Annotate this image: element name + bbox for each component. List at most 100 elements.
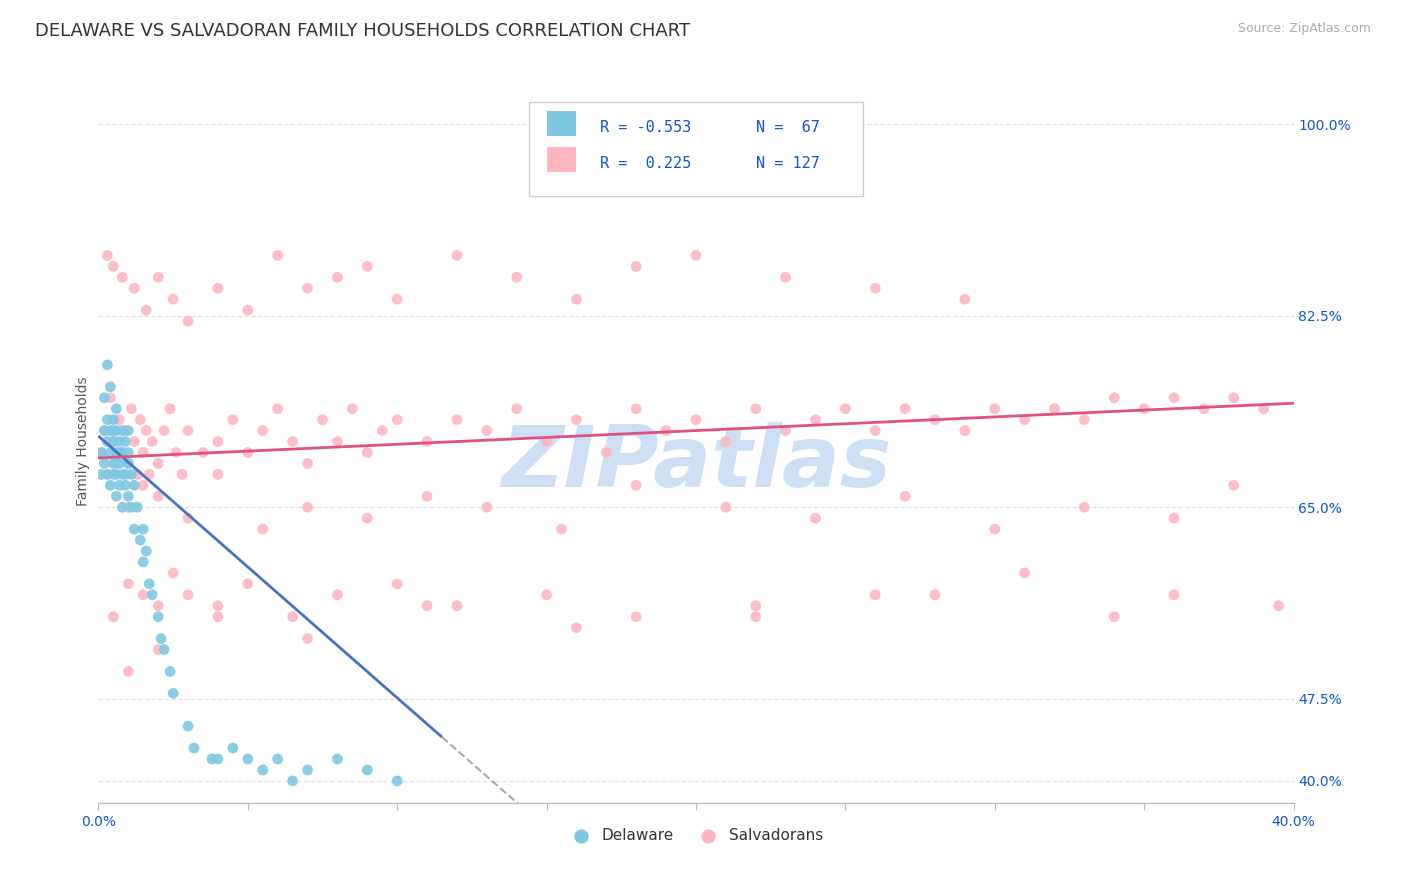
Point (536, 588, 558, 602)
Point (207, 609, 229, 624)
Point (138, 467, 160, 482)
Point (207, 467, 229, 482)
Point (446, 248, 468, 262)
Point (371, 424, 394, 438)
Point (297, 457, 319, 471)
Point (1014, 566, 1036, 580)
Point (506, 270, 529, 285)
Point (565, 292, 588, 306)
Point (132, 478, 155, 492)
Point (96, 412, 118, 426)
Point (326, 588, 349, 602)
Point (103, 434, 125, 449)
Point (865, 281, 887, 295)
Point (148, 642, 170, 657)
Point (153, 642, 176, 657)
Point (162, 566, 184, 580)
Point (177, 511, 200, 525)
Point (745, 609, 768, 624)
Point (120, 500, 142, 515)
Point (385, 577, 409, 591)
Point (177, 424, 200, 438)
Point (281, 609, 304, 624)
Point (98, 424, 122, 438)
Point (108, 445, 131, 459)
Text: N =  67: N = 67 (756, 120, 820, 135)
Point (117, 457, 139, 471)
Point (96, 248, 118, 262)
Point (1104, 391, 1126, 405)
Point (159, 665, 181, 679)
Point (177, 314, 200, 328)
Point (953, 424, 976, 438)
Point (93, 424, 115, 438)
Point (141, 434, 163, 449)
Point (108, 457, 131, 471)
Point (236, 752, 259, 766)
Point (98, 478, 122, 492)
Point (745, 599, 768, 613)
Point (148, 457, 170, 471)
Point (207, 752, 229, 766)
Point (114, 424, 136, 438)
Point (385, 412, 409, 426)
Point (626, 609, 648, 624)
Point (416, 489, 439, 503)
Point (894, 401, 917, 416)
Point (111, 424, 134, 438)
Text: Source: ZipAtlas.com: Source: ZipAtlas.com (1237, 22, 1371, 36)
Point (626, 478, 648, 492)
Point (984, 522, 1007, 536)
Point (565, 412, 588, 426)
Point (894, 489, 917, 503)
Text: R = -0.553: R = -0.553 (600, 120, 692, 135)
Point (924, 412, 946, 426)
Point (1014, 412, 1036, 426)
Point (103, 467, 125, 482)
Point (1104, 609, 1126, 624)
Point (356, 511, 378, 525)
Point (191, 445, 214, 459)
Point (111, 445, 134, 459)
Point (1043, 401, 1066, 416)
Point (117, 577, 139, 591)
Point (267, 401, 290, 416)
Point (536, 434, 558, 449)
Point (117, 424, 139, 438)
Point (356, 763, 378, 777)
Point (98, 380, 122, 394)
Point (252, 763, 274, 777)
Point (117, 445, 139, 459)
Point (446, 412, 468, 426)
Point (124, 434, 146, 449)
Point (111, 270, 134, 285)
Point (1163, 588, 1185, 602)
Point (385, 773, 409, 788)
Point (236, 445, 259, 459)
Point (1133, 401, 1156, 416)
Point (775, 270, 797, 285)
Point (111, 445, 134, 459)
Point (865, 588, 887, 602)
Point (236, 303, 259, 318)
Point (111, 467, 134, 482)
Point (550, 522, 572, 536)
Point (124, 522, 146, 536)
Point (108, 434, 131, 449)
Point (834, 401, 856, 416)
Point (281, 773, 304, 788)
Point (172, 467, 194, 482)
Point (626, 260, 648, 274)
Point (93, 424, 115, 438)
Point (114, 434, 136, 449)
Point (111, 500, 134, 515)
Point (132, 522, 155, 536)
Point (148, 609, 170, 624)
Point (252, 424, 274, 438)
Point (105, 401, 128, 416)
Text: N = 127: N = 127 (756, 156, 820, 171)
Point (127, 500, 149, 515)
Point (281, 434, 304, 449)
Point (108, 412, 131, 426)
Point (96, 434, 118, 449)
